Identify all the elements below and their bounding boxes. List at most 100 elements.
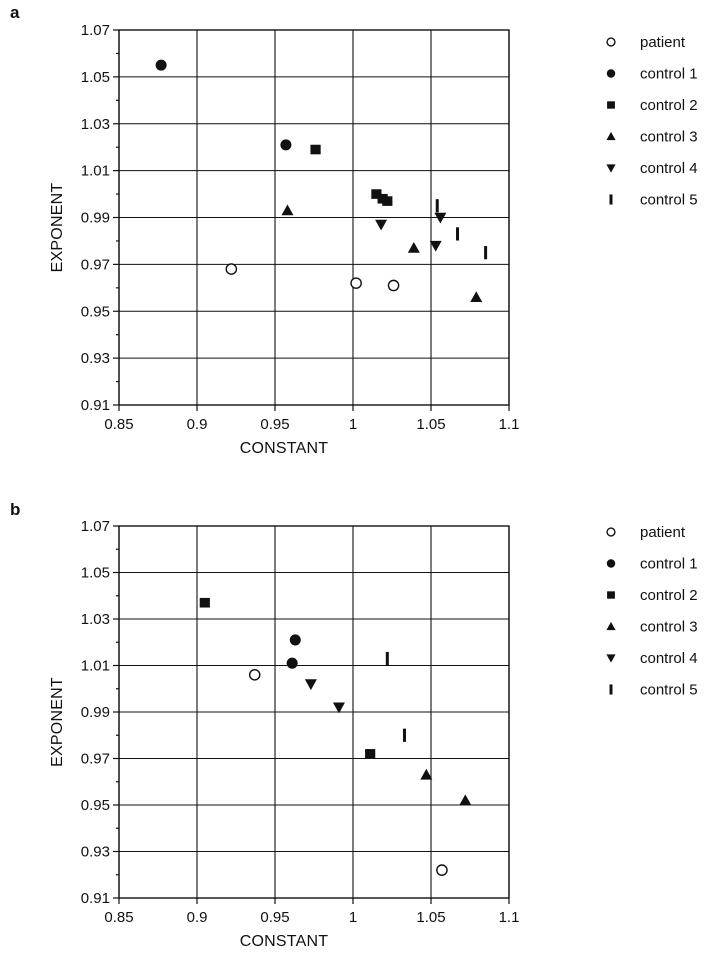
data-point: [289, 634, 301, 646]
data-point: [436, 864, 448, 876]
data-point: [435, 199, 439, 213]
data-point: [434, 212, 447, 224]
legend-label: control 2: [640, 587, 698, 604]
data-point: [281, 204, 294, 216]
data-point: [382, 196, 393, 206]
y-tick-label: 1.03: [81, 611, 110, 628]
series-control-5: [385, 651, 406, 742]
y-tick-label: 1.03: [81, 116, 110, 133]
series-patient: [225, 263, 400, 292]
legend-marker: [607, 101, 615, 109]
y-tick-label: 0.91: [81, 890, 110, 907]
plot-frame: [118, 29, 510, 406]
legend-marker: [606, 69, 616, 78]
x-tick-label: 1.1: [499, 416, 520, 433]
series-control-1: [286, 634, 301, 669]
legend-marker: [606, 621, 616, 631]
data-point: [225, 263, 238, 275]
x-tick-label: 1: [349, 909, 357, 926]
y-tick-label: 0.91: [81, 397, 110, 414]
y-tick-label: 0.93: [81, 350, 110, 367]
y-axis-title: EXPONENT: [49, 183, 66, 273]
x-tick-label: 0.85: [104, 416, 133, 433]
series-control-3: [281, 204, 483, 302]
data-point: [407, 241, 420, 253]
y-axis-title: EXPONENT: [49, 677, 66, 767]
x-tick-label: 1.05: [416, 416, 445, 433]
legend-marker: [606, 654, 616, 663]
data-point: [280, 139, 292, 151]
y-tick-label: 1.01: [81, 163, 110, 180]
x-tick-label: 0.85: [104, 909, 133, 926]
series-control-4: [375, 212, 447, 252]
data-point: [371, 189, 382, 199]
data-point: [470, 291, 483, 302]
data-point: [310, 144, 321, 155]
x-axis-title: CONSTANT: [240, 440, 328, 457]
y-tick-label: 1.05: [81, 565, 110, 582]
legend-label: control 3: [640, 129, 698, 146]
data-point: [385, 651, 389, 666]
legend: patient control 1 control 2 control 3 contro…: [606, 34, 698, 209]
data-point: [420, 768, 433, 780]
gridlines: [113, 29, 510, 411]
data-point: [402, 728, 406, 742]
y-tick-label: 1.05: [81, 69, 110, 86]
x-tick-label: 1.1: [499, 909, 520, 926]
x-tick-label: 0.95: [260, 909, 289, 926]
data-point: [456, 227, 460, 241]
data-point: [286, 657, 298, 669]
series-control-2: [310, 144, 393, 206]
y-tick-label: 0.95: [81, 303, 110, 320]
y-tick-label: 0.97: [81, 256, 110, 273]
legend-marker: [606, 131, 616, 141]
series-patient: [248, 669, 448, 876]
legend-label: control 1: [640, 66, 698, 83]
plot-frame: [118, 525, 510, 899]
y-tick-label: 0.99: [81, 704, 110, 721]
x-axis-title: CONSTANT: [240, 933, 328, 950]
y-tick-label: 1.01: [81, 658, 110, 675]
x-tick-label: 1: [349, 416, 357, 433]
legend: patient control 1 control 2 control 3 contro…: [606, 524, 698, 699]
panel-letter: a: [10, 3, 20, 22]
legend-marker: [609, 194, 613, 205]
chart-panel-a: a 0.85 0.9 0.95 1 1.05 1.1 1.07 1.05 1.03 1.01 0.99…: [10, 3, 698, 457]
x-tick-label: 1.05: [416, 909, 445, 926]
y-tick-label: 0.93: [81, 844, 110, 861]
legend-label: control 4: [640, 650, 698, 667]
legend-marker: [606, 37, 616, 47]
data-point: [387, 279, 400, 292]
data-point: [332, 702, 345, 714]
legend-marker: [606, 527, 616, 537]
panel-letter: b: [10, 500, 20, 519]
series-control-4: [304, 679, 345, 714]
x-tick-label: 0.9: [187, 416, 208, 433]
legend-marker: [609, 684, 613, 695]
data-point: [365, 749, 376, 759]
y-tick-label: 0.95: [81, 797, 110, 814]
legend-marker: [606, 559, 616, 568]
series-control-1: [155, 59, 292, 151]
data-point: [248, 669, 261, 681]
y-tick-label: 0.99: [81, 210, 110, 227]
legend-label: control 3: [640, 619, 698, 636]
legend-label: control 1: [640, 556, 698, 573]
legend-label: control 5: [640, 682, 698, 699]
legend-marker: [606, 164, 616, 173]
legend-marker: [607, 591, 615, 599]
data-point: [199, 597, 210, 608]
data-point: [484, 246, 488, 260]
y-tick-label: 1.07: [81, 22, 110, 39]
data-point: [304, 679, 317, 691]
y-tick-label: 1.07: [81, 518, 110, 535]
y-tick-label: 0.97: [81, 751, 110, 768]
gridlines: [113, 525, 510, 904]
legend-label: patient: [640, 524, 686, 541]
x-tick-label: 0.95: [260, 416, 289, 433]
legend-label: control 4: [640, 160, 698, 177]
data-point: [429, 240, 442, 252]
legend-label: control 2: [640, 97, 698, 114]
